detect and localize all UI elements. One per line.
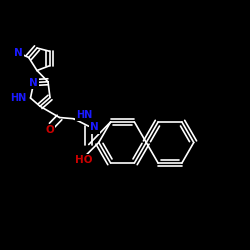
Text: N: N [30, 78, 38, 88]
Text: N: N [14, 48, 23, 58]
Text: O: O [45, 125, 54, 135]
Text: HN: HN [76, 110, 92, 120]
Text: HN: HN [10, 93, 27, 103]
Text: HO: HO [75, 155, 92, 165]
Text: N: N [90, 122, 99, 132]
